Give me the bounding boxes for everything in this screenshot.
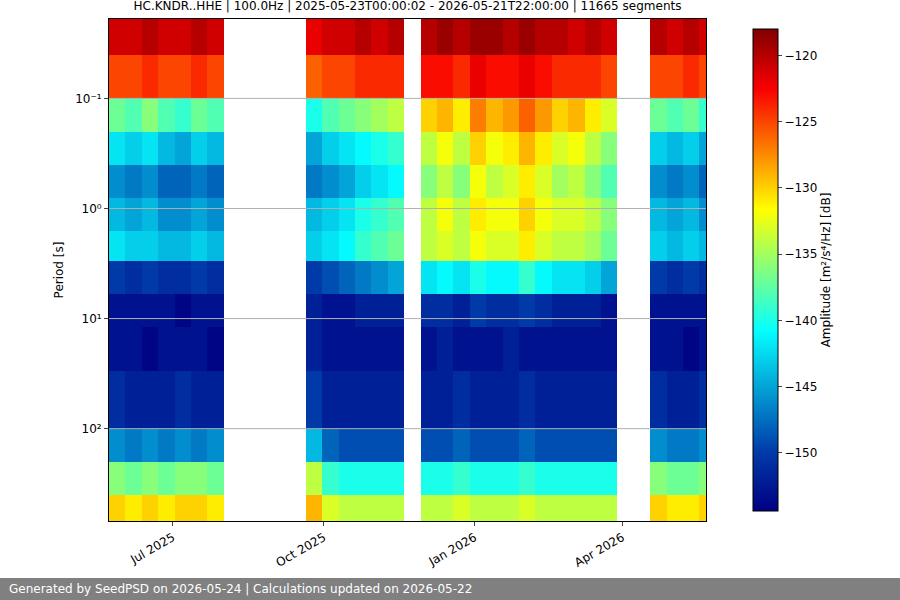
svg-text:Jan 2026: Jan 2026 — [426, 530, 480, 569]
svg-text:−145: −145 — [784, 380, 817, 394]
svg-text:−135: −135 — [784, 247, 817, 261]
svg-text:Apr 2026: Apr 2026 — [572, 530, 627, 570]
svg-text:−140: −140 — [784, 314, 817, 328]
svg-text:10¹: 10¹ — [82, 312, 102, 326]
svg-text:10²: 10² — [82, 422, 102, 436]
svg-text:−130: −130 — [784, 181, 817, 195]
svg-text:Amplitude [m²/s⁴/Hz] [dB]: Amplitude [m²/s⁴/Hz] [dB] — [819, 193, 833, 348]
svg-text:HC.KNDR..HHE | 100.0Hz | 2025-: HC.KNDR..HHE | 100.0Hz | 2025-05-23T00:0… — [134, 0, 682, 13]
svg-text:Jul 2025: Jul 2025 — [127, 530, 177, 567]
svg-text:Oct 2025: Oct 2025 — [274, 530, 329, 570]
svg-text:−125: −125 — [784, 115, 817, 129]
svg-text:10⁰: 10⁰ — [82, 202, 102, 216]
svg-text:−150: −150 — [784, 446, 817, 460]
svg-text:Period [s]: Period [s] — [52, 242, 66, 299]
svg-text:−120: −120 — [784, 49, 817, 63]
html-text:Generated by SeedPSD on 2026-0: Generated by SeedPSD on 2026-05-24 | Cal… — [9, 582, 473, 596]
svg-text:10⁻¹: 10⁻¹ — [75, 92, 102, 106]
